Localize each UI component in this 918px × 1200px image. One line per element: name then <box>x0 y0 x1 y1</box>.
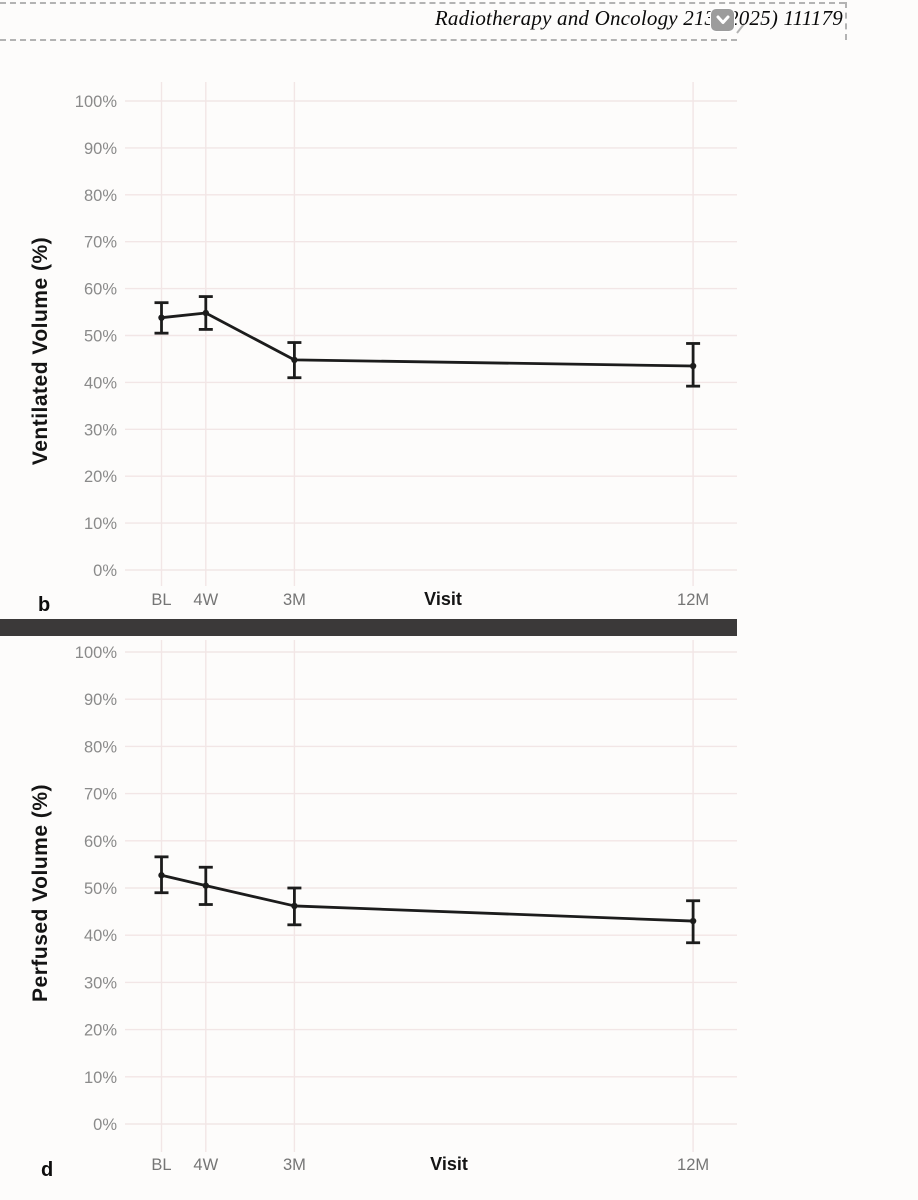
x-tick-label: 3M <box>283 591 306 609</box>
data-line <box>161 311 694 368</box>
data-point <box>158 872 165 879</box>
x-tick-label: 12M <box>677 1156 709 1174</box>
y-tick-label: 10% <box>84 1069 117 1087</box>
y-tick-label: 0% <box>93 562 117 580</box>
data-point <box>689 362 697 370</box>
selection-marquee-bottom <box>0 39 737 41</box>
chart-panel-b: 0% 10% 20% 30% 40% 50% 60% 70% 80% 90% 100% BL 4W 3M 1… <box>29 82 737 616</box>
data-point <box>158 314 165 321</box>
x-axis-title: Visit <box>430 1154 468 1174</box>
y-axis-title: Ventilated Volume (%) <box>29 237 52 465</box>
x-tick-label: 3M <box>283 1156 306 1174</box>
data-point <box>202 882 209 889</box>
data-point <box>202 309 209 317</box>
y-tick-label: 90% <box>84 140 117 158</box>
y-tick-label: 80% <box>84 738 117 756</box>
y-tick-label: 0% <box>93 1116 117 1134</box>
y-axis-title: Perfused Volume (%) <box>29 784 52 1002</box>
y-tick-label: 70% <box>84 786 117 804</box>
y-tick-label: 40% <box>84 927 117 945</box>
data-line <box>161 873 694 923</box>
panel-letter-b: b <box>38 594 50 616</box>
y-tick-label: 100% <box>75 93 118 111</box>
data-point <box>291 356 298 364</box>
panel-letter-d: d <box>41 1159 53 1181</box>
y-tick-label: 90% <box>84 691 117 709</box>
x-tick-label: BL <box>151 1156 171 1174</box>
separator-bar <box>0 619 737 636</box>
y-tick-label: 20% <box>84 1022 117 1040</box>
chart-panel-d: 0% 10% 20% 30% 40% 50% 60% 70% 80% 90% 100% BL 4W 3M 1… <box>29 640 737 1181</box>
x-tick-label: 12M <box>677 591 709 609</box>
x-tick-label: BL <box>151 591 171 609</box>
selection-marquee-right <box>845 2 847 40</box>
y-tick-label: 80% <box>84 187 117 205</box>
x-axis-title: Visit <box>424 589 462 609</box>
y-tick-label: 30% <box>84 974 117 992</box>
data-point <box>689 917 697 925</box>
x-tick-label: 4W <box>193 591 218 609</box>
figure-charts: 0% 10% 20% 30% 40% 50% 60% 70% 80% 90% 100% BL 4W 3M 1… <box>29 82 737 1181</box>
y-tick-label: 70% <box>84 234 117 252</box>
y-tick-label: 60% <box>84 281 117 299</box>
chevron-down-icon <box>716 15 729 24</box>
selection-marquee-top <box>0 2 845 4</box>
y-tick-label: 100% <box>75 644 118 662</box>
y-tick-label: 40% <box>84 374 117 392</box>
header-collapse-button[interactable] <box>711 9 734 31</box>
data-point <box>291 902 298 910</box>
y-tick-label: 60% <box>84 833 117 851</box>
y-tick-label: 50% <box>84 880 117 898</box>
y-tick-label: 50% <box>84 328 117 346</box>
y-tick-label: 20% <box>84 468 117 486</box>
journal-title: Radiotherapy and Oncology 213 (2025) 111… <box>434 6 843 30</box>
x-tick-label: 4W <box>193 1156 218 1174</box>
y-tick-label: 30% <box>84 421 117 439</box>
y-tick-label: 10% <box>84 515 117 533</box>
